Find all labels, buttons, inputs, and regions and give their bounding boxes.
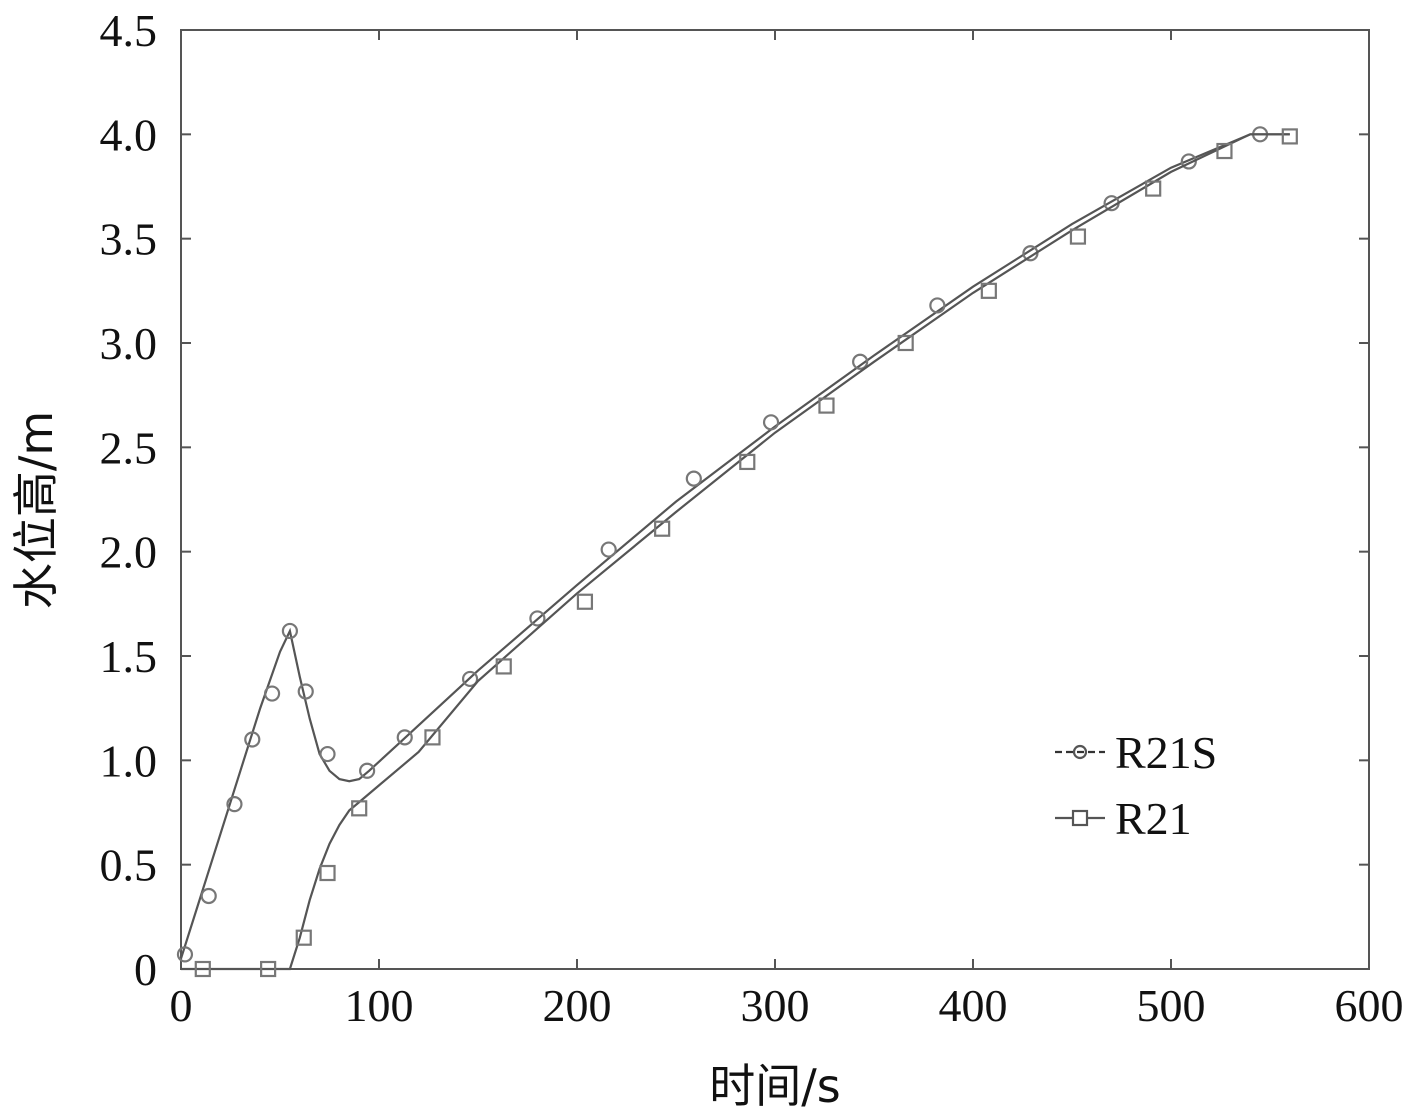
x-tick-label: 400 (939, 980, 1008, 1031)
data-point-r21s (685, 470, 702, 487)
data-point-r21 (351, 800, 368, 817)
x-tick-label: 100 (345, 980, 414, 1031)
data-point-r21 (980, 282, 997, 299)
y-tick-label: 1.0 (100, 735, 158, 786)
y-tick-label: 3.0 (100, 318, 158, 369)
y-tick-label: 4.5 (100, 5, 158, 56)
data-point-r21s (263, 685, 281, 702)
data-point-r21s (359, 762, 376, 779)
x-tick-labels: 0 100 200 300 400 500 600 (170, 980, 1404, 1031)
data-point-r21 (319, 864, 336, 882)
data-point-r21s (396, 729, 413, 746)
data-point-r21s (297, 683, 314, 700)
data-point-r21 (897, 334, 914, 352)
y-tick-label: 2.5 (100, 422, 158, 473)
data-point-r21 (739, 453, 756, 471)
data-point-r21s (176, 946, 194, 963)
x-axis-title: 时间/s (709, 1059, 840, 1113)
series-r21 (181, 128, 1298, 978)
data-point-r21s (226, 796, 243, 813)
legend-item-r21s: R21S (1055, 727, 1217, 778)
legend-item-r21: R21 (1055, 793, 1192, 844)
x-tick-label: 300 (741, 980, 810, 1031)
series-line-r21s (179, 133, 1290, 959)
data-point-r21 (1069, 228, 1087, 245)
y-axis-title: 水位高/m (9, 411, 63, 609)
data-point-r21 (818, 397, 835, 414)
data-point-r21 (576, 593, 594, 610)
data-point-r21 (654, 520, 671, 537)
x-tick-label: 200 (543, 980, 612, 1031)
data-point-r21s (762, 414, 780, 431)
x-tick-label: 500 (1137, 980, 1206, 1031)
legend-r21s-label: R21S (1115, 727, 1217, 778)
data-point-r21 (194, 960, 211, 978)
data-point-r21 (495, 658, 512, 675)
y-tick-labels: 0 0.5 1.0 1.5 2.0 2.5 3.0 3.5 4.0 4.5 (100, 5, 158, 995)
y-tick-label: 0 (134, 944, 157, 995)
y-tick-label: 0.5 (100, 840, 158, 891)
data-point-r21 (1145, 180, 1162, 197)
data-point-r21 (260, 960, 277, 978)
y-tick-label: 3.5 (100, 214, 158, 265)
legend-r21s-marker (1072, 744, 1088, 760)
legend: R21S R21 (1055, 727, 1217, 844)
legend-r21-marker (1071, 809, 1089, 827)
data-point-r21 (1216, 142, 1233, 160)
data-point-r21s (461, 670, 479, 688)
y-tick-label: 4.0 (100, 109, 158, 160)
x-tick-label: 0 (170, 980, 193, 1031)
series-line-r21 (181, 133, 1290, 971)
data-point-r21s (529, 610, 546, 627)
data-point-r21s (319, 745, 336, 763)
data-point-r21 (424, 729, 441, 746)
data-point-r21s (244, 731, 261, 748)
data-point-r21 (1281, 128, 1298, 145)
data-point-r21s (929, 297, 946, 314)
data-point-r21s (281, 622, 298, 640)
data-point-r21s (600, 541, 617, 558)
data-point-r21s (1180, 153, 1197, 170)
data-point-r21s (852, 353, 869, 370)
series-r21s (176, 126, 1290, 963)
axis-ticks (180, 29, 1370, 970)
legend-r21-label: R21 (1115, 793, 1192, 844)
data-point-r21 (295, 929, 312, 946)
y-tick-label: 2.0 (100, 527, 158, 578)
data-point-r21s (200, 887, 217, 905)
x-tick-label: 600 (1335, 980, 1404, 1031)
series-layer (176, 126, 1298, 978)
y-tick-label: 1.5 (100, 631, 158, 682)
